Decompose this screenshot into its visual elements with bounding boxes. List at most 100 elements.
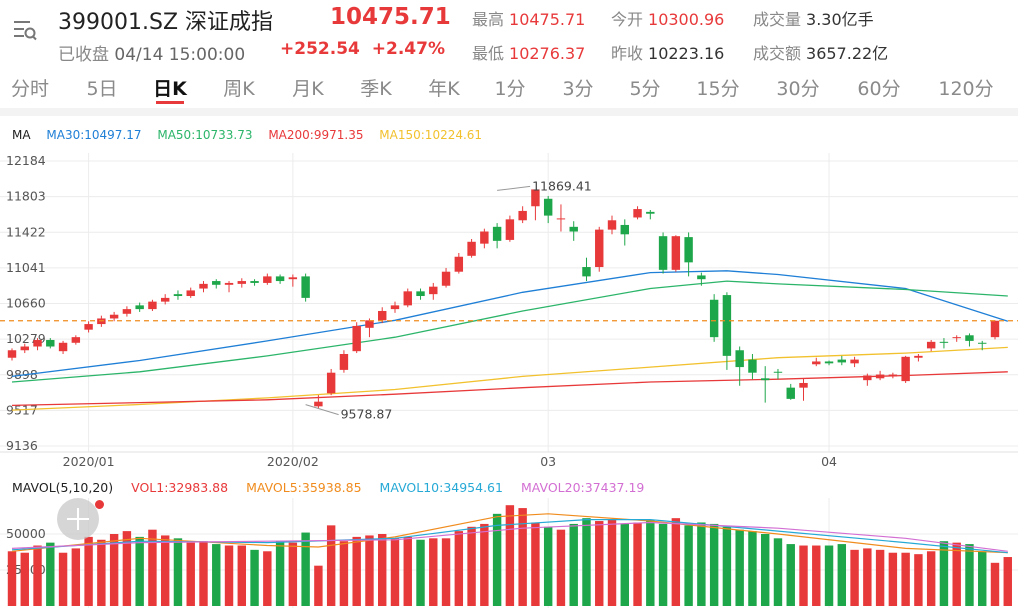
menu-search-icon[interactable]	[12, 17, 38, 43]
volume-bar-down	[250, 549, 259, 606]
tab-daily-k[interactable]: 日K	[153, 78, 187, 100]
candle-up	[850, 359, 859, 364]
volume-bar-up	[875, 549, 885, 606]
volume-bar-down	[620, 523, 629, 606]
candle-up	[199, 283, 208, 289]
stat-value: 10475.71	[509, 10, 586, 29]
stat-value: 3.30亿手	[806, 10, 874, 29]
annotation-label: 9578.87	[341, 407, 393, 422]
volume-bar-down	[646, 519, 655, 606]
candle-up	[148, 301, 157, 310]
volume-bar-up	[441, 538, 451, 606]
candle-down	[646, 211, 655, 214]
volume-bar-up	[429, 538, 438, 606]
volume-bar-up	[224, 545, 234, 606]
volume-bar-up	[71, 548, 81, 606]
volume-bar-up	[812, 545, 821, 606]
candle-up	[352, 325, 361, 352]
volume-bar-down	[824, 545, 834, 606]
section-divider	[0, 108, 1018, 116]
tab-5min[interactable]: 5分	[629, 78, 661, 100]
y-tick-label: 11422	[6, 224, 46, 239]
volume-bar-up	[595, 521, 604, 606]
candle-up	[160, 297, 170, 302]
volume-bar-down	[709, 523, 719, 606]
volume-bar-up	[199, 541, 208, 606]
volume-bar-down	[173, 538, 183, 606]
candle-up	[403, 291, 412, 306]
candle-up	[237, 281, 247, 284]
change-percent: +2.47%	[371, 39, 446, 59]
volume-tick-label: 50000	[6, 526, 46, 541]
annotation-leader	[305, 404, 339, 416]
volume-bar-up	[365, 535, 374, 606]
volume-bar-up	[403, 536, 412, 606]
candle-down	[735, 350, 744, 368]
y-tick-label: 9898	[6, 367, 38, 382]
candle-up	[71, 337, 81, 343]
candle-up	[671, 236, 681, 270]
volume-bar-up	[480, 523, 489, 606]
tab-1min[interactable]: 1分	[494, 78, 526, 100]
add-indicator-button[interactable]	[57, 498, 99, 540]
volume-bar-down	[697, 522, 706, 606]
notification-dot	[95, 500, 104, 509]
quote-header: 399001.SZ 深证成指 10475.71 已收盘 04/14 15:00:…	[0, 0, 1018, 68]
tab-intraday[interactable]: 分时	[10, 78, 50, 100]
tab-3min[interactable]: 3分	[562, 78, 594, 100]
candle-down	[786, 387, 795, 399]
ma30-legend: MA30:10497.17	[46, 128, 142, 142]
candle-up	[531, 189, 540, 207]
stat-amount: 成交额 3657.22亿	[753, 40, 888, 64]
volume-bar-down	[543, 526, 553, 606]
ma200-legend: MA200:9971.35	[268, 128, 364, 142]
volume-bar-down	[786, 544, 795, 606]
tab-60min[interactable]: 60分	[857, 78, 901, 100]
volume-bar-down	[416, 539, 425, 606]
candle-up	[224, 282, 234, 285]
candle-up	[186, 290, 195, 297]
stat-value: 10300.96	[648, 10, 725, 29]
candle-up	[863, 375, 872, 381]
candle-down	[301, 276, 310, 298]
y-tick-label: 10660	[6, 296, 46, 311]
candle-down	[620, 224, 629, 235]
candle-down	[492, 226, 502, 241]
vol1-legend: VOL1:32983.88	[131, 480, 229, 495]
tab-5day[interactable]: 5日	[86, 78, 118, 100]
volume-bar-down	[760, 534, 770, 606]
candle-up	[288, 277, 298, 280]
tab-yearly-k[interactable]: 年K	[428, 78, 460, 100]
tab-120min[interactable]: 120分	[938, 78, 994, 100]
stat-prev-close: 昨收 10223.16	[611, 40, 724, 64]
volume-bar-up	[20, 552, 29, 606]
price-change: +252.54 +2.47%	[280, 39, 445, 59]
volume-bar-up	[914, 554, 923, 606]
annotation-leader	[497, 185, 531, 191]
candle-up	[390, 305, 400, 310]
tab-quarterly-k[interactable]: 季K	[360, 78, 392, 100]
candle-up	[799, 382, 808, 388]
tab-monthly-k[interactable]: 月K	[292, 78, 324, 100]
x-tick-label: 2020/02	[267, 454, 319, 469]
candle-up	[109, 314, 119, 319]
status-text: 已收盘	[58, 45, 109, 65]
volume-bar-up	[263, 551, 272, 606]
volume-bar-up	[186, 542, 195, 606]
tab-weekly-k[interactable]: 周K	[223, 78, 255, 100]
volume-bar-down	[46, 542, 55, 606]
candle-up	[888, 374, 898, 377]
y-tick-label: 11803	[6, 189, 46, 204]
stat-volume: 成交量 3.30亿手	[753, 6, 874, 30]
current-price: 10475.71	[330, 4, 451, 30]
candle-down	[173, 294, 183, 297]
tab-30min[interactable]: 30分	[776, 78, 820, 100]
volume-bar-up	[556, 529, 566, 606]
mavol5-legend: MAVOL5:35938.85	[246, 480, 362, 495]
tab-15min[interactable]: 15分	[696, 78, 740, 100]
candle-up	[518, 210, 527, 221]
candle-up	[633, 209, 642, 218]
volume-bar-down	[492, 513, 502, 606]
volume-bar-up	[633, 522, 642, 606]
